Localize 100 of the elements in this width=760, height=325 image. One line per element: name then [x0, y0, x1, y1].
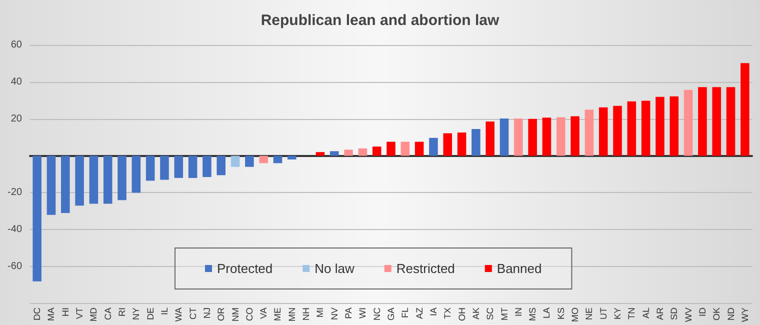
x-tick-label: WA — [174, 308, 184, 322]
x-tick-label: AZ — [414, 307, 424, 320]
x-tick-label: IN — [513, 308, 524, 316]
y-tick-label: -40 — [8, 224, 22, 236]
bar — [627, 101, 636, 156]
bar — [740, 63, 750, 156]
x-tick-label: NV — [329, 308, 340, 320]
bar — [726, 87, 736, 156]
x-tick-label: CA — [102, 308, 113, 320]
x-tick-label: OH — [456, 308, 467, 321]
x-tick-label: NH — [301, 308, 312, 320]
x-tick-label: IA — [428, 308, 438, 316]
bar — [146, 156, 155, 181]
bar — [698, 87, 707, 156]
x-tick-label: NM — [230, 308, 240, 322]
x-tick-label: SD — [669, 307, 680, 320]
bar — [288, 156, 296, 160]
bar — [670, 96, 679, 156]
x-tick-label: MN — [286, 308, 297, 322]
x-tick-label: WI — [358, 308, 368, 318]
bar — [316, 152, 325, 156]
x-tick-label: TX — [442, 308, 453, 320]
x-tick-label: AK — [470, 308, 481, 320]
legend-label: Banned — [496, 261, 542, 276]
bar — [330, 151, 339, 156]
bar — [584, 110, 594, 156]
bar — [160, 156, 169, 180]
y-tick-label: -60 — [8, 261, 22, 272]
x-tick-label: OK — [712, 308, 722, 321]
bar — [613, 106, 622, 156]
x-tick-label: TN — [626, 308, 637, 320]
x-tick-label: ID — [697, 307, 708, 316]
x-tick-label: LA — [542, 308, 552, 319]
x-tick-label: NY — [131, 308, 142, 320]
x-tick-label: AL — [640, 308, 651, 319]
x-tick-label: HI — [60, 308, 70, 316]
x-tick-label: SC — [485, 307, 496, 320]
legend-label: Restricted — [396, 261, 455, 276]
x-tick-label: PA — [344, 308, 354, 319]
x-tick-label: IL — [159, 308, 170, 316]
bar — [118, 156, 126, 200]
bar — [556, 117, 566, 156]
chart-title: Republican lean and abortion law — [260, 12, 500, 29]
legend-label: No law — [314, 261, 355, 276]
bar — [570, 116, 580, 156]
bar — [528, 118, 537, 156]
bar — [344, 150, 353, 156]
x-tick-label: WV — [683, 308, 694, 322]
bar — [103, 156, 112, 204]
x-tick-label: FL — [400, 308, 410, 318]
x-tick-label: OR — [216, 307, 226, 321]
bar — [684, 90, 693, 156]
bar — [188, 156, 198, 178]
bar — [598, 107, 608, 156]
bar — [457, 132, 466, 156]
bar — [61, 156, 70, 214]
x-tick-label: CO — [244, 308, 254, 321]
bar — [174, 156, 184, 178]
x-tick-label: KS — [556, 308, 566, 320]
x-tick-label: AR — [654, 307, 665, 320]
bar — [656, 96, 664, 156]
x-tick-label: MI — [315, 308, 326, 318]
bar — [400, 142, 410, 156]
x-tick-label: MA — [46, 308, 56, 321]
y-tick-label: 60 — [10, 40, 22, 50]
y-tick-label: 20 — [10, 113, 22, 124]
y-tick-label: 40 — [10, 76, 22, 88]
x-tick-label: WY — [740, 308, 750, 322]
x-tick-label: MO — [570, 308, 580, 322]
x-tick-label: RI — [117, 308, 128, 316]
bar — [500, 118, 509, 156]
x-tick-label: NC — [372, 307, 382, 320]
y-tick-label: -20 — [8, 187, 22, 198]
x-tick-label: CT — [188, 307, 198, 320]
bar — [641, 100, 650, 156]
bar — [443, 133, 452, 156]
x-tick-label: ME — [272, 308, 283, 321]
bar — [542, 118, 552, 156]
x-tick-label: UT — [598, 307, 608, 320]
bar — [245, 156, 254, 167]
bar — [202, 156, 212, 178]
bar — [46, 156, 56, 215]
bar — [75, 156, 84, 206]
x-tick-label: VA — [258, 308, 269, 319]
x-tick-label: NE — [584, 308, 594, 320]
x-tick-label: DC — [32, 307, 42, 320]
x-tick-label: GA — [386, 308, 396, 321]
legend-label: Protected — [217, 261, 273, 276]
bar — [472, 129, 480, 156]
x-tick-label: DE — [145, 308, 156, 320]
bar — [32, 156, 42, 282]
x-tick-label: MS — [528, 308, 538, 321]
bar — [372, 146, 382, 156]
bar — [216, 156, 226, 176]
bar — [429, 138, 438, 156]
x-tick-label: NJ — [202, 308, 212, 318]
bar — [358, 148, 368, 156]
bar — [514, 118, 523, 156]
x-tick-label: ND — [726, 307, 736, 320]
bar — [259, 156, 268, 164]
